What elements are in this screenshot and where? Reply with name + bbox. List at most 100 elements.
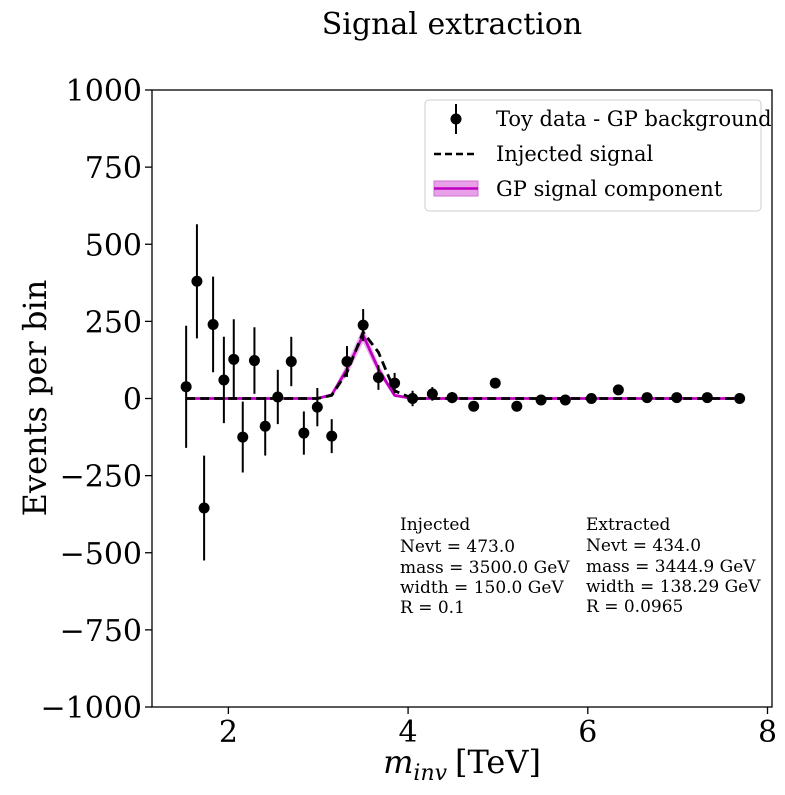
data-marker bbox=[341, 355, 353, 367]
data-marker bbox=[218, 374, 230, 386]
data-point bbox=[298, 411, 310, 455]
data-point bbox=[198, 455, 210, 561]
x-axis-title-main: m bbox=[383, 743, 413, 781]
data-marker bbox=[326, 430, 338, 442]
data-marker bbox=[237, 431, 249, 443]
y-tick-label: 1000 bbox=[66, 74, 142, 109]
data-point bbox=[272, 369, 284, 425]
data-marker bbox=[228, 353, 240, 365]
legend: Toy data - GP background Injected signal… bbox=[424, 99, 772, 212]
data-point bbox=[511, 400, 523, 412]
data-marker bbox=[298, 427, 310, 439]
data-marker bbox=[272, 391, 284, 403]
data-point bbox=[218, 336, 230, 424]
data-marker bbox=[285, 355, 297, 367]
legend-marker-band bbox=[433, 180, 479, 197]
data-point bbox=[489, 377, 501, 389]
data-point bbox=[389, 372, 401, 394]
data-point bbox=[285, 336, 297, 387]
y-tick-label: 750 bbox=[85, 151, 142, 186]
data-point bbox=[671, 392, 683, 404]
data-point bbox=[207, 276, 219, 373]
data-marker bbox=[311, 401, 323, 413]
y-tick-label: −500 bbox=[60, 537, 142, 572]
annotation-extracted-line: width = 138.29 GeV bbox=[586, 577, 761, 597]
data-point bbox=[559, 394, 571, 406]
annotation-injected-line: width = 150.0 GeV bbox=[400, 578, 564, 598]
y-tick-label: 250 bbox=[85, 305, 142, 340]
data-point bbox=[191, 224, 203, 339]
x-axis-title: minv [TeV] bbox=[383, 743, 541, 786]
annotation-injected: Injected Nevt = 473.0 mass = 3500.0 GeV … bbox=[400, 515, 570, 618]
data-point bbox=[407, 390, 419, 407]
x-tick-label: 2 bbox=[219, 715, 238, 750]
data-point bbox=[535, 394, 547, 406]
data-point bbox=[180, 325, 192, 448]
data-marker bbox=[207, 318, 219, 330]
data-point bbox=[259, 396, 271, 456]
data-marker bbox=[585, 393, 597, 404]
y-tick-label: 0 bbox=[123, 383, 142, 418]
data-point bbox=[326, 419, 338, 454]
data-marker bbox=[511, 400, 523, 412]
annotation-injected-line: R = 0.1 bbox=[400, 598, 465, 618]
data-marker bbox=[734, 393, 746, 404]
legend-box bbox=[424, 99, 762, 212]
y-tick-label: 500 bbox=[85, 228, 142, 263]
x-axis: 2 4 6 8 bbox=[219, 707, 777, 750]
data-point bbox=[446, 392, 458, 404]
y-axis: 1000 750 500 250 0 −250 −500 −750 −1000 bbox=[41, 74, 152, 726]
data-marker bbox=[357, 319, 369, 331]
injected-signal-line bbox=[186, 329, 740, 400]
legend-label-gp: GP signal component bbox=[496, 177, 723, 201]
data-marker bbox=[535, 394, 547, 406]
data-marker bbox=[248, 355, 260, 367]
y-tick-label: −750 bbox=[60, 614, 142, 649]
data-point bbox=[426, 387, 438, 401]
y-tick-label: −250 bbox=[60, 460, 142, 495]
data-point bbox=[248, 327, 260, 394]
data-point bbox=[701, 392, 713, 404]
data-marker bbox=[671, 392, 683, 404]
gp-signal-line bbox=[186, 333, 740, 400]
data-marker bbox=[701, 392, 713, 404]
annotation-extracted-line: R = 0.0965 bbox=[586, 597, 683, 617]
data-points-layer bbox=[180, 224, 746, 561]
x-axis-title-subscript: inv bbox=[413, 761, 447, 786]
signal-band-layer bbox=[186, 326, 740, 399]
data-marker bbox=[372, 372, 384, 384]
data-point bbox=[468, 400, 480, 412]
annotation-injected-line: Nevt = 473.0 bbox=[400, 537, 515, 557]
data-marker bbox=[407, 393, 419, 404]
data-point bbox=[228, 319, 240, 400]
data-point bbox=[612, 384, 624, 396]
series-line-layer bbox=[186, 329, 740, 400]
x-tick-label: 4 bbox=[399, 715, 418, 750]
data-marker bbox=[612, 384, 624, 396]
data-marker bbox=[641, 392, 653, 404]
annotation-injected-line: mass = 3500.0 GeV bbox=[400, 558, 570, 578]
annotation-extracted-line: mass = 3444.9 GeV bbox=[586, 557, 756, 577]
data-point bbox=[734, 393, 746, 404]
legend-marker-errorbar bbox=[450, 104, 462, 134]
data-marker bbox=[259, 420, 271, 432]
y-tick-label: −1000 bbox=[41, 691, 142, 726]
data-point bbox=[357, 309, 369, 342]
data-marker bbox=[180, 381, 192, 393]
chart-title: Signal extraction bbox=[322, 7, 582, 42]
annotation-extracted: Extracted Nevt = 434.0 mass = 3444.9 GeV… bbox=[586, 515, 761, 617]
data-point bbox=[372, 365, 384, 390]
data-marker bbox=[468, 400, 480, 412]
data-marker bbox=[191, 275, 203, 287]
annotation-injected-line: Injected bbox=[400, 515, 470, 535]
data-marker bbox=[198, 502, 210, 514]
data-point bbox=[641, 392, 653, 404]
legend-label-injected: Injected signal bbox=[496, 142, 653, 166]
data-point bbox=[341, 346, 353, 377]
x-axis-title-unit: [TeV] bbox=[455, 743, 541, 781]
x-tick-label: 6 bbox=[578, 715, 597, 750]
x-tick-label: 8 bbox=[758, 715, 777, 750]
data-point bbox=[311, 388, 323, 427]
data-marker bbox=[446, 392, 458, 404]
